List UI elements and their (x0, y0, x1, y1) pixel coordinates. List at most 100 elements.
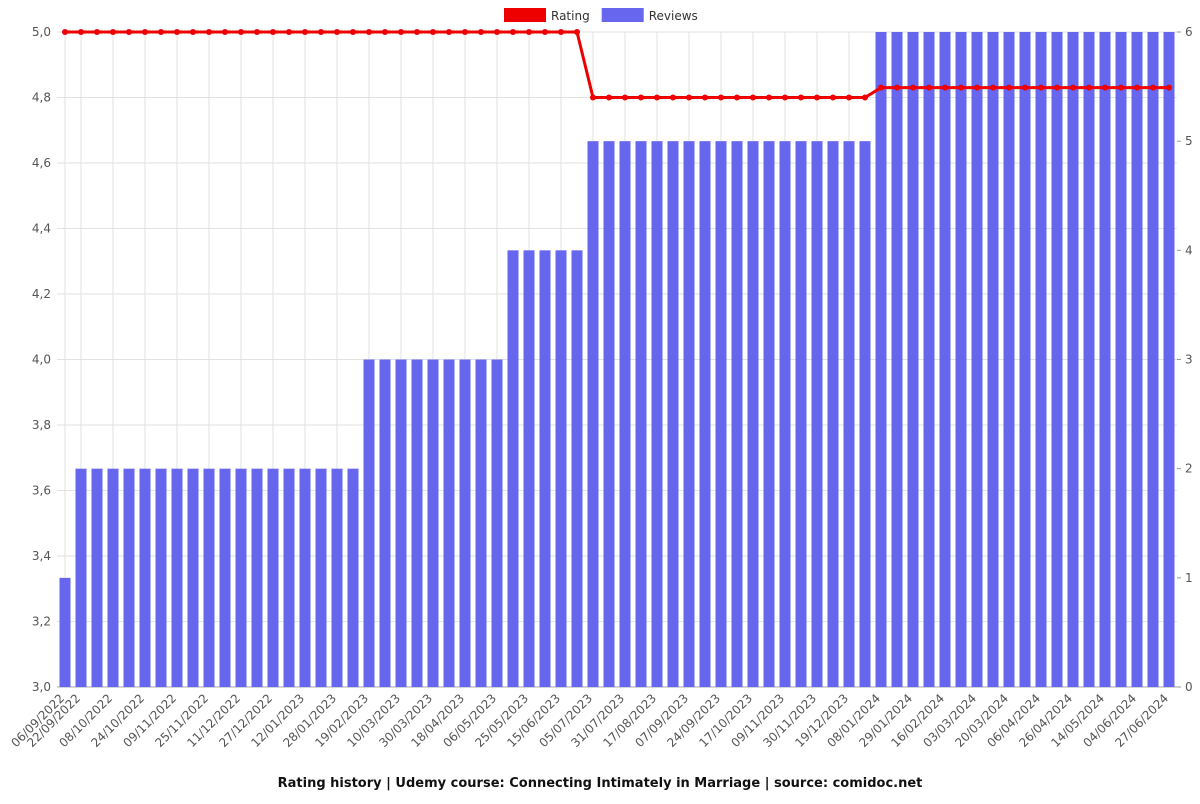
point (926, 84, 932, 91)
point (270, 29, 276, 35)
bar (395, 359, 407, 687)
point (382, 29, 388, 35)
y2-tick-label: 6 (1185, 25, 1193, 39)
point (94, 29, 100, 35)
bar (507, 250, 519, 688)
point (110, 29, 116, 35)
point (990, 84, 996, 91)
bar (1131, 32, 1143, 687)
y-tick-label: 3,2 (32, 615, 51, 629)
bar (459, 359, 471, 687)
point (462, 29, 468, 35)
bar (555, 250, 567, 688)
y-tick-label: 4,0 (32, 353, 51, 367)
point (398, 29, 404, 35)
y2-tick-label: 3 (1185, 353, 1193, 367)
bar (1163, 32, 1175, 687)
bar (139, 468, 151, 687)
bar (779, 141, 791, 687)
point (782, 94, 788, 101)
point (350, 29, 356, 35)
bar (603, 141, 615, 687)
bar (347, 468, 359, 687)
y-tick-label: 4,6 (32, 156, 51, 170)
y2-tick-label: 0 (1185, 680, 1193, 694)
bar (747, 141, 759, 687)
bar (203, 468, 215, 687)
point (142, 29, 148, 35)
bar (1099, 32, 1111, 687)
bar (891, 32, 903, 687)
point (718, 94, 724, 101)
bar (363, 359, 375, 687)
point (1118, 84, 1124, 91)
point (238, 29, 244, 35)
point (286, 29, 292, 35)
bar (491, 359, 503, 687)
bar (811, 141, 823, 687)
y2-tick-label: 4 (1185, 243, 1193, 257)
bar (427, 359, 439, 687)
point (814, 94, 820, 101)
y-tick-label: 4,8 (32, 91, 51, 105)
point (574, 29, 580, 35)
y-tick-label: 4,2 (32, 287, 51, 301)
bar (59, 577, 71, 687)
bar (971, 32, 983, 687)
point (686, 94, 692, 101)
point (62, 29, 68, 35)
bar (539, 250, 551, 688)
bar (1003, 32, 1015, 687)
point (942, 84, 948, 91)
line (65, 30, 1169, 99)
legend-swatch (504, 8, 546, 22)
bar (827, 141, 839, 687)
point (558, 29, 564, 35)
bar (267, 468, 279, 687)
bar (1147, 32, 1159, 687)
chart-title: Rating history | Udemy course: Connectin… (278, 776, 923, 791)
point (894, 84, 900, 91)
point (366, 29, 372, 35)
point (510, 29, 516, 35)
y2-tick-label: 2 (1185, 462, 1193, 476)
bar (619, 141, 631, 687)
y-tick-label: 5,0 (32, 25, 51, 39)
bar (731, 141, 743, 687)
y2-tick-label: 5 (1185, 134, 1193, 148)
point (1054, 84, 1060, 91)
point (974, 84, 980, 91)
legend-swatch (601, 8, 644, 22)
point (702, 94, 708, 101)
point (1022, 84, 1028, 91)
bar (155, 468, 167, 687)
bar (907, 32, 919, 687)
bar (107, 468, 119, 687)
bar (523, 250, 535, 688)
point (1102, 84, 1108, 91)
bar (587, 141, 599, 687)
bar (411, 359, 423, 687)
point (222, 29, 228, 35)
bar (75, 468, 87, 687)
bar (859, 141, 871, 687)
y-tick-label: 3,4 (32, 549, 51, 563)
bar (795, 141, 807, 687)
point (126, 29, 132, 35)
point (1070, 84, 1076, 91)
legend-label: Reviews (649, 9, 698, 23)
bar (651, 141, 663, 687)
bar (187, 468, 199, 687)
bar (939, 32, 951, 687)
bar (1051, 32, 1063, 687)
point (318, 29, 324, 35)
point (174, 29, 180, 35)
point (446, 29, 452, 35)
point (190, 29, 196, 35)
y-tick-label: 3,8 (32, 418, 51, 432)
point (1150, 84, 1156, 91)
bar (763, 141, 775, 687)
point (78, 29, 84, 35)
point (606, 94, 612, 101)
bar (683, 141, 695, 687)
